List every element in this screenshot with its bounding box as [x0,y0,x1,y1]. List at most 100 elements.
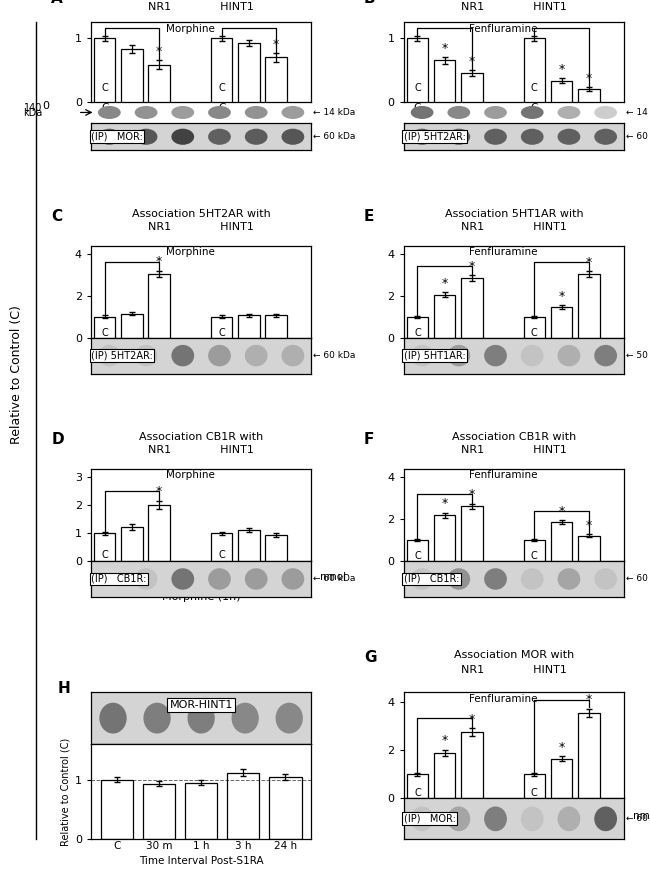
Text: C: C [101,550,108,560]
X-axis label: Fenfluramine (1h): Fenfluramine (1h) [464,829,564,839]
Bar [578,713,600,798]
Text: NR1              HINT1: NR1 HINT1 [461,221,567,232]
Text: (IP)   MOR:: (IP) MOR: [91,132,143,142]
Bar [211,317,232,338]
Text: *: * [156,46,162,58]
Ellipse shape [521,568,543,589]
Text: ← 60 kDa: ← 60 kDa [313,351,356,360]
Bar [265,315,287,338]
Text: *: * [558,63,565,76]
Bar [434,753,456,798]
Text: C: C [218,83,225,93]
Text: Fenfluramine: Fenfluramine [469,694,538,704]
Text: *: * [586,255,592,269]
Text: (IP) 5HT1AR:: (IP) 5HT1AR: [404,351,465,361]
Text: H: H [58,681,71,696]
Ellipse shape [558,806,580,831]
Text: *: * [586,72,592,85]
Text: ← 60 kDa: ← 60 kDa [626,574,650,583]
Bar [578,89,600,102]
Bar [238,43,259,102]
Text: NR1              HINT1: NR1 HINT1 [148,221,254,232]
Text: NR1              HINT1: NR1 HINT1 [148,445,254,455]
Ellipse shape [98,345,121,366]
Ellipse shape [135,568,157,589]
Text: C: C [101,83,108,93]
Ellipse shape [594,568,617,589]
Text: A: A [51,0,63,5]
Ellipse shape [208,106,231,119]
Bar [551,758,573,798]
Bar [551,522,573,561]
Text: *: * [558,505,565,518]
Bar [407,774,428,798]
Bar [462,278,483,338]
Ellipse shape [245,106,268,119]
Bar [148,65,170,102]
Bar [578,274,600,338]
Ellipse shape [484,129,507,145]
Text: (IP)   CB1R:: (IP) CB1R: [91,574,146,584]
Bar [524,317,545,338]
Text: *: * [273,38,280,51]
Ellipse shape [135,106,157,119]
Ellipse shape [484,345,507,366]
Text: ← 60 kDa: ← 60 kDa [626,132,650,141]
Ellipse shape [447,345,470,366]
Text: nmol: nmol [320,572,346,582]
Bar [211,38,232,102]
Ellipse shape [447,806,470,831]
Text: ← 14 kDa: ← 14 kDa [626,108,650,117]
Ellipse shape [411,106,434,119]
Text: nmol: nmol [633,811,650,821]
Ellipse shape [245,345,268,366]
Text: E: E [364,209,374,224]
Bar [121,313,142,338]
Text: *: * [586,693,592,705]
Ellipse shape [411,568,434,589]
Text: F: F [364,432,374,447]
Text: D: D [51,432,64,447]
Ellipse shape [98,106,121,119]
Ellipse shape [245,129,268,145]
Text: NR1              HINT1: NR1 HINT1 [461,2,567,12]
Bar [407,540,428,561]
Bar [434,515,456,561]
Bar [101,780,133,839]
Text: kDa: kDa [23,108,42,118]
Bar [211,533,232,561]
Text: (IP) 5HT2AR:: (IP) 5HT2AR: [91,351,153,361]
Ellipse shape [594,345,617,366]
Bar [462,732,483,798]
Text: 140: 140 [24,104,42,113]
Ellipse shape [594,129,617,145]
Text: Association CB1R with: Association CB1R with [139,432,263,442]
Text: *: * [156,255,162,269]
Text: C: C [531,328,538,338]
Ellipse shape [484,106,507,119]
Text: *: * [441,42,448,55]
Bar [121,49,142,102]
Ellipse shape [144,703,171,733]
Ellipse shape [208,129,231,145]
Text: (IP)   MOR:: (IP) MOR: [404,814,456,824]
Ellipse shape [484,806,507,831]
Text: *: * [469,54,475,68]
Text: *: * [469,260,475,273]
Ellipse shape [447,129,470,145]
Ellipse shape [172,129,194,145]
X-axis label: Time Interval Post-S1RA: Time Interval Post-S1RA [139,856,263,866]
Text: C: C [218,550,225,560]
Text: Association 5HT2AR with: Association 5HT2AR with [132,209,270,219]
Bar [238,530,259,561]
Text: *: * [558,290,565,303]
Text: C: C [414,328,421,338]
Bar [551,80,573,102]
Ellipse shape [558,345,580,366]
Ellipse shape [281,129,304,145]
Bar [185,782,217,839]
Bar [462,73,483,102]
Bar [434,61,456,102]
Text: C: C [414,788,421,798]
Text: Association 5HT1AR with: Association 5HT1AR with [445,209,583,219]
